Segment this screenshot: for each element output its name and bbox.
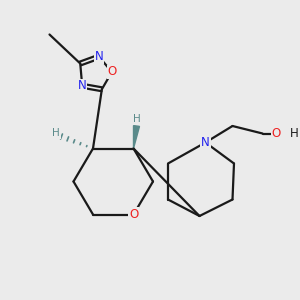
Text: O: O [129, 208, 138, 221]
Text: O: O [107, 65, 116, 79]
Text: O: O [272, 127, 280, 140]
Text: N: N [201, 136, 210, 149]
Text: N: N [94, 50, 103, 63]
Polygon shape [134, 126, 140, 148]
Text: H: H [133, 114, 140, 124]
Text: H: H [290, 127, 298, 140]
Text: H: H [52, 128, 60, 139]
Text: N: N [78, 79, 87, 92]
